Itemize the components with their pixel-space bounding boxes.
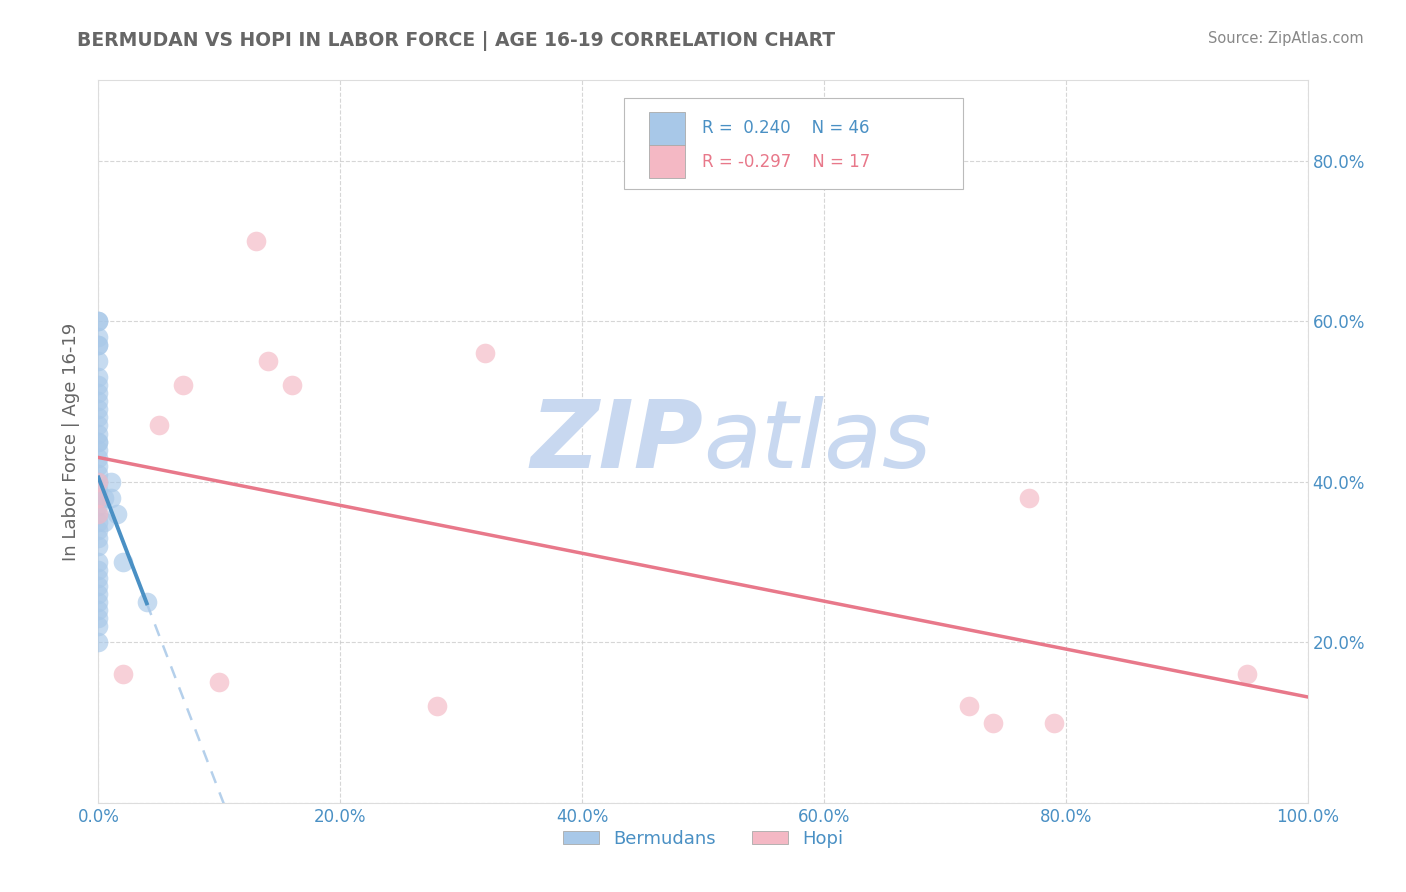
Point <box>87 314 110 328</box>
Point <box>87 458 110 473</box>
Point <box>87 531 110 545</box>
Text: R = -0.297    N = 17: R = -0.297 N = 17 <box>702 153 870 170</box>
Point <box>87 330 110 344</box>
Point <box>87 595 110 609</box>
Point <box>87 563 110 577</box>
Point <box>87 370 110 384</box>
Point <box>100 475 122 489</box>
Point <box>1236 667 1258 681</box>
Point <box>87 499 110 513</box>
Point <box>87 635 110 649</box>
Point <box>87 410 110 425</box>
Point <box>87 507 110 521</box>
Point <box>87 338 110 352</box>
Point <box>256 354 278 368</box>
Point <box>87 378 110 392</box>
Point <box>87 338 110 352</box>
Point <box>87 555 110 569</box>
Bar <box>648 112 685 145</box>
Point <box>87 539 110 553</box>
Text: R =  0.240    N = 46: R = 0.240 N = 46 <box>702 120 869 137</box>
Point <box>87 619 110 633</box>
Point <box>87 450 110 465</box>
Text: atlas: atlas <box>703 396 931 487</box>
Point <box>135 595 157 609</box>
Point <box>172 378 194 392</box>
Point <box>1018 491 1040 505</box>
Bar <box>648 145 685 178</box>
Point <box>111 555 134 569</box>
Point <box>87 523 110 537</box>
Point <box>87 587 110 601</box>
Point <box>93 491 115 505</box>
Point <box>105 507 128 521</box>
Point <box>87 571 110 585</box>
Point <box>87 475 110 489</box>
Point <box>87 515 110 529</box>
Point <box>87 579 110 593</box>
Point <box>87 386 110 401</box>
Point <box>87 434 110 449</box>
Text: BERMUDAN VS HOPI IN LABOR FORCE | AGE 16-19 CORRELATION CHART: BERMUDAN VS HOPI IN LABOR FORCE | AGE 16… <box>77 31 835 51</box>
Point <box>100 491 122 505</box>
Point <box>281 378 304 392</box>
Point <box>148 418 170 433</box>
Point <box>87 402 110 417</box>
Point <box>87 507 110 521</box>
Point <box>474 346 496 360</box>
Point <box>957 699 980 714</box>
Point <box>87 418 110 433</box>
Point <box>87 394 110 409</box>
Point <box>87 475 110 489</box>
Point <box>87 467 110 481</box>
Point <box>245 234 267 248</box>
FancyBboxPatch shape <box>624 98 963 189</box>
Text: ZIP: ZIP <box>530 395 703 488</box>
Legend: Bermudans, Hopi: Bermudans, Hopi <box>555 822 851 855</box>
Point <box>111 667 134 681</box>
Point <box>87 491 110 505</box>
Point <box>87 442 110 457</box>
Point <box>87 354 110 368</box>
Point <box>1042 715 1064 730</box>
Point <box>426 699 449 714</box>
Point <box>87 483 110 497</box>
Point <box>87 426 110 441</box>
Point <box>87 603 110 617</box>
Point <box>87 491 110 505</box>
Point <box>208 675 231 690</box>
Point <box>981 715 1004 730</box>
Y-axis label: In Labor Force | Age 16-19: In Labor Force | Age 16-19 <box>62 322 80 561</box>
Point <box>87 314 110 328</box>
Point <box>93 515 115 529</box>
Text: Source: ZipAtlas.com: Source: ZipAtlas.com <box>1208 31 1364 46</box>
Point <box>87 434 110 449</box>
Point <box>87 611 110 625</box>
